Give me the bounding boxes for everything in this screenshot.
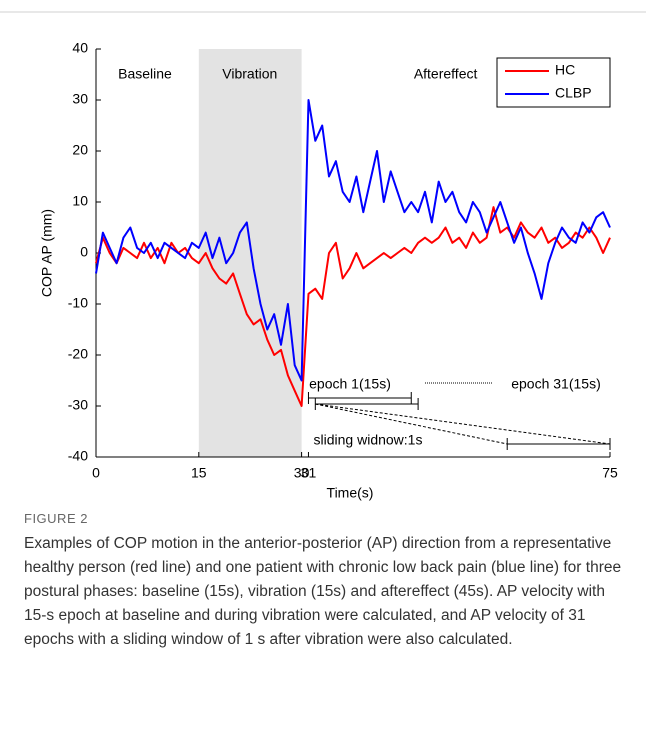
y-tick-label: -40 [68, 448, 88, 464]
sliding-guide [315, 403, 508, 445]
chart: Time(s) COP AP (mm) -40 -30 -20 -10 0 10 20 30 4… [0, 11, 646, 501]
x-tick-label: 0 [92, 465, 100, 481]
y-tick-label: 20 [72, 142, 88, 158]
series-line [95, 206, 611, 407]
y-tick-label: -20 [68, 346, 88, 362]
legend-box [496, 57, 611, 108]
y-tick-label: 30 [72, 91, 88, 107]
annotation: epoch 31(15s) [511, 376, 601, 392]
figure-caption: Examples of COP motion in the anterior-p… [24, 535, 622, 648]
phase-label: Aftereffect [414, 66, 478, 82]
figure-label: FIGURE 2 [24, 511, 88, 526]
y-tick-label: -10 [68, 295, 88, 311]
y-tick-label: 10 [72, 193, 88, 209]
x-axis-label: Time(s) [327, 485, 374, 501]
vibration-shade [198, 49, 302, 457]
phase-label: Baseline [118, 66, 172, 82]
x-tick-label: 75 [602, 465, 618, 481]
y-tick-label: 0 [80, 244, 88, 260]
y-tick-label: 40 [72, 40, 88, 56]
legend-label: CLBP [555, 85, 592, 101]
annotation: sliding widnow:1s [314, 432, 423, 448]
sliding-guide [315, 403, 611, 445]
legend-label: HC [555, 62, 575, 78]
series-line [95, 99, 611, 382]
x-tick-label: 31 [301, 465, 317, 481]
annotation: epoch 1(15s) [309, 376, 391, 392]
phase-label: Vibration [222, 66, 277, 82]
y-tick-label: -30 [68, 397, 88, 413]
x-tick-label: 30 [294, 465, 310, 481]
y-axis-label: COP AP (mm) [39, 209, 55, 297]
x-tick-label: 15 [191, 465, 207, 481]
